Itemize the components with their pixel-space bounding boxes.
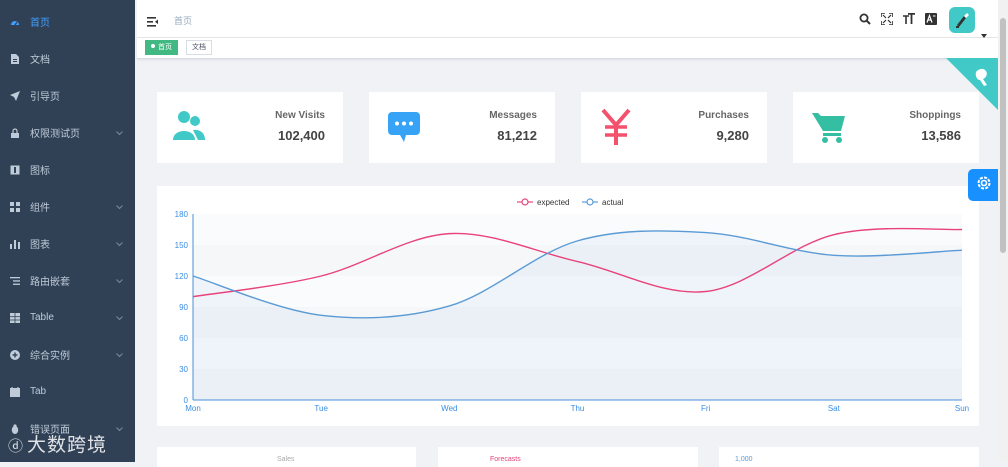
breadcrumb[interactable]: 首页 — [174, 14, 192, 27]
sidebar-item-label: 图标 — [30, 162, 50, 177]
watermark-logo-icon: ⓓ — [8, 438, 24, 455]
chevron-down-icon — [116, 424, 123, 435]
x-tick-label: Sun — [955, 404, 969, 413]
sidebar-item-tab[interactable]: Tab — [0, 373, 135, 410]
sidebar-item-icons[interactable]: 图标 — [0, 151, 135, 188]
money-icon — [599, 108, 633, 151]
panel-purchases[interactable]: Purchases 9,280 — [581, 92, 767, 163]
panel-label: Messages — [489, 110, 537, 121]
chevron-down-icon — [116, 202, 123, 213]
x-tick-label: Fri — [701, 404, 711, 413]
y-tick-label: 90 — [179, 303, 188, 312]
sidebar-item-label: 权限测试页 — [30, 125, 80, 140]
x-tick-label: Tue — [314, 404, 328, 413]
sidebar-item-label: 综合实例 — [30, 347, 70, 362]
sidebar-item-guide[interactable]: 引导页 — [0, 77, 135, 114]
sidebar-item-label: 文档 — [30, 51, 50, 66]
peoples-icon — [171, 108, 207, 149]
message-icon — [387, 110, 421, 149]
active-dot-icon — [151, 44, 155, 48]
panel-new-visits[interactable]: New Visits 102,400 — [157, 92, 343, 163]
guide-icon — [10, 91, 20, 101]
x-tick-label: Sat — [828, 404, 841, 413]
table-icon — [10, 313, 20, 323]
chart-icon — [10, 239, 20, 249]
settings-button[interactable] — [968, 169, 1000, 201]
panel-value: 102,400 — [278, 128, 325, 143]
sidebar-item-documentation[interactable]: 文档 — [0, 40, 135, 77]
panel-messages[interactable]: Messages 81,212 — [369, 92, 555, 163]
page-scrollbar[interactable] — [998, 0, 1008, 462]
scrollbar-thumb[interactable] — [1000, 18, 1006, 253]
sidebar-item-components[interactable]: 组件 — [0, 188, 135, 225]
sidebar-item-table[interactable]: Table — [0, 299, 135, 336]
legend-label-actual: actual — [602, 198, 624, 207]
y-tick-label: 60 — [179, 334, 188, 343]
tab-icon — [10, 387, 20, 397]
lock-icon — [10, 128, 20, 138]
legend-marker-expected — [522, 199, 528, 205]
chevron-down-icon — [116, 128, 123, 139]
bottom-card-forecasts: Forecasts — [438, 447, 698, 467]
nested-icon — [10, 276, 20, 286]
sidebar: 首页 文档 引导页 权限测试页 图标 组件 图表 路由嵌套 Table 综合实例 — [0, 0, 135, 462]
legend-label-expected: expected — [537, 198, 569, 207]
sidebar-item-dashboard[interactable]: 首页 — [0, 3, 135, 40]
x-tick-label: Mon — [185, 404, 201, 413]
sidebar-item-label: 引导页 — [30, 88, 60, 103]
legend-marker-actual — [587, 199, 593, 205]
sidebar-item-label: 图表 — [30, 236, 50, 251]
search-icon[interactable] — [859, 12, 871, 30]
chevron-down-icon — [116, 239, 123, 250]
sidebar-item-nested[interactable]: 路由嵌套 — [0, 262, 135, 299]
gear-icon — [976, 175, 992, 196]
hamburger-icon[interactable] — [147, 14, 158, 32]
shopping-cart-icon — [811, 110, 847, 149]
panel-value: 9,280 — [716, 128, 749, 143]
panel-value: 81,212 — [497, 128, 537, 143]
x-tick-label: Wed — [441, 404, 457, 413]
panel-shoppings[interactable]: Shoppings 13,586 — [793, 92, 979, 163]
chevron-down-icon — [116, 276, 123, 287]
sidebar-item-label: 首页 — [30, 14, 50, 29]
panel-label: Purchases — [698, 110, 749, 121]
y-tick-label: 120 — [175, 272, 189, 281]
icon-icon — [10, 165, 20, 175]
bottom-card-third: 1,000 — [719, 447, 979, 467]
tag-documentation[interactable]: 文档 — [186, 40, 212, 55]
y-tick-label: 180 — [175, 210, 189, 219]
sidebar-item-label: Tab — [30, 386, 46, 397]
x-tick-label: Thu — [571, 404, 585, 413]
tags-view: 首页 文档 — [137, 38, 998, 59]
language-icon[interactable] — [925, 12, 937, 30]
size-icon[interactable] — [903, 12, 915, 30]
sidebar-item-label: 路由嵌套 — [30, 273, 70, 288]
y-tick-label: 150 — [175, 241, 189, 250]
example-icon — [10, 350, 20, 360]
sidebar-item-label: 组件 — [30, 199, 50, 214]
navbar: 首页 — [137, 0, 998, 38]
panel-label: New Visits — [275, 110, 325, 121]
sidebar-item-permission[interactable]: 权限测试页 — [0, 114, 135, 151]
panel-value: 13,586 — [921, 128, 961, 143]
panel-label: Shoppings — [909, 110, 961, 121]
chevron-down-icon — [116, 350, 123, 361]
fullscreen-icon[interactable] — [881, 12, 893, 30]
sidebar-item-example[interactable]: 综合实例 — [0, 336, 135, 373]
tag-dashboard[interactable]: 首页 — [145, 40, 178, 55]
sidebar-item-charts[interactable]: 图表 — [0, 225, 135, 262]
document-icon — [10, 54, 20, 64]
bottom-card-sales: Sales — [157, 447, 416, 467]
avatar[interactable] — [949, 7, 975, 33]
dashboard-icon — [10, 17, 20, 27]
chevron-down-icon — [116, 313, 123, 324]
sidebar-item-label: Table — [30, 312, 54, 323]
y-tick-label: 30 — [179, 365, 188, 374]
component-icon — [10, 202, 20, 212]
